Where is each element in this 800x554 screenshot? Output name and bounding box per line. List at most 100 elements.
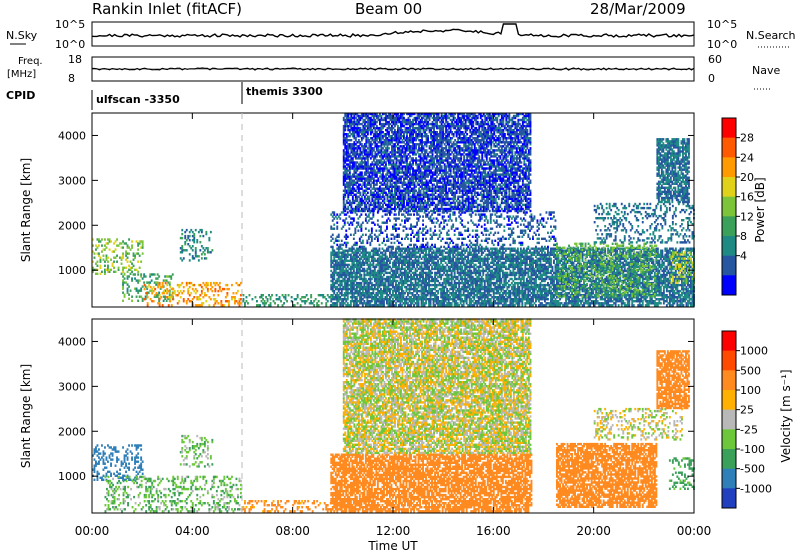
heatmap-cell xyxy=(122,270,124,273)
heatmap-cell xyxy=(149,273,152,276)
heatmap-cell xyxy=(220,289,223,293)
heatmap-cell xyxy=(357,289,360,293)
heatmap-cell xyxy=(504,298,507,301)
heatmap-cell xyxy=(357,267,360,271)
heatmap-cell xyxy=(506,259,509,262)
heatmap-cell xyxy=(462,249,465,252)
heatmap-cell xyxy=(560,296,563,299)
heatmap-cell xyxy=(414,294,417,297)
heatmap-cell xyxy=(383,302,385,305)
heatmap-cell xyxy=(410,304,412,307)
heatmap-cell xyxy=(486,249,489,252)
heatmap-cell xyxy=(507,259,510,262)
heatmap-cell xyxy=(375,302,378,305)
heatmap-cell xyxy=(413,285,415,289)
heatmap-cell xyxy=(414,296,417,299)
heatmap-cell xyxy=(420,273,423,277)
heatmap-cell xyxy=(349,249,352,252)
heatmap-cell xyxy=(214,281,217,285)
heatmap-cell xyxy=(364,269,367,273)
heatmap-cell xyxy=(272,300,275,303)
heatmap-cell xyxy=(542,285,545,289)
heatmap-cell xyxy=(450,283,453,287)
heatmap-cell xyxy=(396,267,399,271)
heatmap-cell xyxy=(369,271,372,275)
heatmap-cell xyxy=(524,294,527,297)
heatmap-cell xyxy=(524,249,527,252)
heatmap-cell xyxy=(459,265,462,269)
heatmap-cell xyxy=(482,247,485,250)
heatmap-cell xyxy=(444,296,447,299)
heatmap-cell xyxy=(563,304,566,307)
heatmap-cell xyxy=(141,285,144,288)
heatmap-cell xyxy=(516,267,519,271)
heatmap-cell xyxy=(431,279,433,283)
heatmap-cell xyxy=(352,263,355,267)
heatmap-cell xyxy=(363,300,366,303)
heatmap-cell xyxy=(509,298,512,301)
heatmap-cell xyxy=(386,263,388,267)
heatmap-cell xyxy=(485,263,488,267)
heatmap-cell xyxy=(244,302,246,305)
heatmap-cell xyxy=(408,271,411,275)
heatmap-cell xyxy=(530,259,533,262)
heatmap-cell xyxy=(468,292,471,295)
heatmap-cell xyxy=(423,247,426,250)
heatmap-cell xyxy=(441,296,444,299)
heatmap-cell xyxy=(530,300,533,303)
heatmap-cell xyxy=(521,300,524,303)
heatmap-cell xyxy=(538,296,540,299)
heatmap-cell xyxy=(480,300,483,303)
heatmap-cell xyxy=(402,267,405,271)
heatmap-cell xyxy=(491,275,494,279)
heatmap-cell xyxy=(95,272,97,275)
heatmap-cell xyxy=(339,261,342,264)
heatmap-cell xyxy=(411,294,414,297)
heatmap-cell xyxy=(156,295,159,298)
heatmap-cell xyxy=(566,255,569,258)
heatmap-cell xyxy=(431,261,433,264)
heatmap-cell xyxy=(137,281,140,284)
heatmap-cell xyxy=(367,285,370,289)
heatmap-cell xyxy=(516,277,519,281)
heatmap-cell xyxy=(413,249,415,252)
heatmap-cell xyxy=(310,296,313,299)
heatmap-cell xyxy=(188,230,191,234)
heatmap-cell xyxy=(143,275,146,278)
heatmap-cell xyxy=(319,294,322,297)
heatmap-cell xyxy=(495,302,498,305)
heatmap-cell xyxy=(440,289,443,293)
heatmap-cell xyxy=(330,287,333,291)
heatmap-cell xyxy=(366,269,369,273)
heatmap-cell xyxy=(533,273,536,277)
heatmap-cell xyxy=(342,277,345,281)
heatmap-cell xyxy=(455,277,458,281)
heatmap-cell xyxy=(489,285,492,289)
heatmap-cell xyxy=(516,281,519,285)
heatmap-cell xyxy=(376,292,379,295)
heatmap-cell xyxy=(554,265,557,269)
heatmap-cell xyxy=(456,287,459,291)
heatmap-cell xyxy=(389,265,391,269)
heatmap-cell xyxy=(470,300,473,303)
heatmap-cell xyxy=(352,281,355,285)
heatmap-cell xyxy=(519,267,522,271)
heatmap-cell xyxy=(375,251,378,254)
heatmap-cell xyxy=(337,265,340,269)
heatmap-cell xyxy=(393,271,396,275)
heatmap-cell xyxy=(501,261,504,264)
heatmap-cell xyxy=(518,298,521,301)
heatmap-cell xyxy=(550,298,552,301)
heatmap-cell xyxy=(105,242,108,245)
heatmap-cell xyxy=(343,273,346,277)
heatmap-cell xyxy=(166,283,169,287)
heatmap-cell xyxy=(150,289,153,292)
heatmap-cell xyxy=(425,255,427,258)
heatmap-cell xyxy=(191,234,194,238)
heatmap-cell xyxy=(539,294,542,297)
heatmap-cell xyxy=(533,294,536,297)
heatmap-cell xyxy=(398,283,400,287)
heatmap-cell xyxy=(480,279,483,283)
heatmap-cell xyxy=(360,257,363,260)
heatmap-cell xyxy=(413,271,415,275)
